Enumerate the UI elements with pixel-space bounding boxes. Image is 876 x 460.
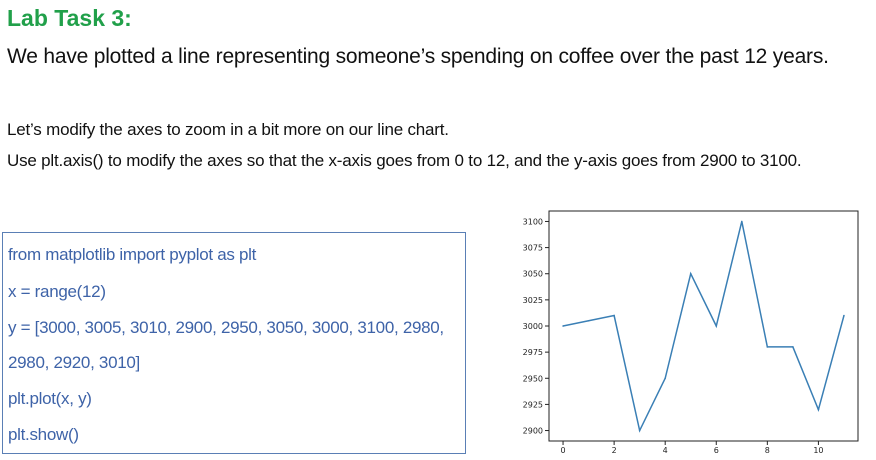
data-point <box>741 220 743 223</box>
data-point <box>587 319 590 322</box>
task-description: We have plotted a line representing some… <box>7 45 829 68</box>
y-tick-label: 2925 <box>523 400 543 409</box>
instruction-line: Use plt.axis() to modify the axes so tha… <box>7 151 802 170</box>
data-point <box>715 325 718 327</box>
x-tick-label: 2 <box>612 446 617 455</box>
y-tick-label: 3000 <box>523 322 543 331</box>
data-point <box>689 272 692 275</box>
y-tick-label: 2950 <box>523 374 543 383</box>
instruction-line: Let’s modify the axes to zoom in a bit m… <box>7 120 449 139</box>
data-point <box>792 346 794 348</box>
y-tick-label: 2975 <box>523 348 543 357</box>
data-point <box>664 377 666 380</box>
x-tick-label: 6 <box>714 446 719 455</box>
data-point <box>817 408 820 411</box>
code-line: x = range(12) <box>8 282 106 301</box>
code-line: 2980, 2920, 3010] <box>8 353 140 372</box>
y-tick-label: 3025 <box>523 296 543 305</box>
code-line: from matplotlib import pyplot as plt <box>8 245 257 264</box>
data-point <box>766 346 769 348</box>
data-point <box>613 314 615 317</box>
x-tick-label: 4 <box>663 446 668 455</box>
data-point <box>843 314 845 317</box>
code-line: plt.show() <box>8 425 79 444</box>
code-block: from matplotlib import pyplot as plt x =… <box>2 232 466 454</box>
y-tick-label: 3100 <box>523 217 543 226</box>
code-line: plt.plot(x, y) <box>8 389 92 408</box>
x-tick-label: 8 <box>765 446 770 455</box>
data-point <box>562 325 564 327</box>
code-line: y = [3000, 3005, 3010, 2900, 2950, 3050,… <box>8 318 444 337</box>
data-point <box>638 429 641 432</box>
y-tick-label: 2900 <box>523 427 543 436</box>
x-tick-label: 0 <box>560 446 565 455</box>
x-tick-label: 10 <box>813 446 823 455</box>
plot-frame <box>548 210 859 442</box>
y-tick-label: 3075 <box>523 244 543 253</box>
series-line <box>562 221 845 433</box>
line-chart: 2900 2925 2950 2975 3000 3025 3050 3075 3100 0 2 4 6… <box>523 210 859 455</box>
y-tick-label: 3050 <box>523 270 543 279</box>
task-title: Lab Task 3: <box>7 5 132 31</box>
